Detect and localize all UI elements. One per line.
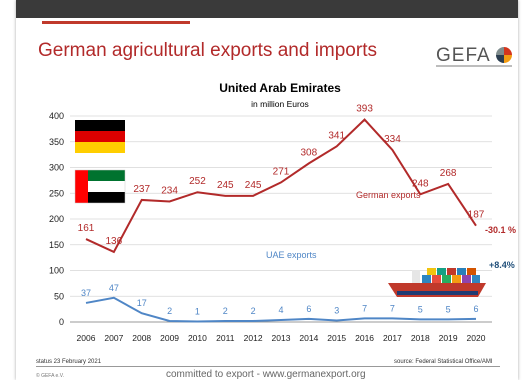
y-tick-label: 250 xyxy=(49,188,64,198)
uae-exports-line xyxy=(85,296,477,323)
german-exports-data-label: 161 xyxy=(78,223,95,234)
german-exports-data-label: 252 xyxy=(189,176,206,187)
german-exports-data-label: 248 xyxy=(412,178,429,189)
uae-exports-data-label: 6 xyxy=(306,304,311,314)
uae-exports-data-label: 47 xyxy=(109,283,119,293)
uae-exports-data-label: 3 xyxy=(334,305,339,315)
german-exports-data-label: 341 xyxy=(328,130,345,141)
x-tick-label: 2015 xyxy=(327,333,346,343)
y-tick-label: 150 xyxy=(49,240,64,250)
x-tick-label: 2010 xyxy=(188,333,207,343)
german-exports-data-label: 271 xyxy=(273,166,290,177)
x-tick-label: 2017 xyxy=(383,333,402,343)
uae-exports-data-label: 7 xyxy=(390,303,395,313)
footer-slogan: committed to export - www.germanexport.o… xyxy=(166,369,366,380)
german-exports-data-label: 237 xyxy=(133,184,150,195)
x-tick-label: 2012 xyxy=(244,333,263,343)
x-tick-label: 2007 xyxy=(104,333,123,343)
line-chart: United Arab Emirates in million Euros 0 5… xyxy=(49,81,516,343)
footer-divider xyxy=(36,366,500,367)
german-exports-data-label: 245 xyxy=(245,180,262,191)
copyright: © GEFA e.V. xyxy=(36,373,64,379)
source-note: source: Federal Statistical Office/AMI xyxy=(394,359,493,365)
x-tick-label: 2011 xyxy=(216,333,235,343)
x-tick-label: 2009 xyxy=(160,333,179,343)
x-tick-label: 2014 xyxy=(299,333,318,343)
gefa-logo-icon: GEFA xyxy=(436,45,512,71)
x-tick-label: 2018 xyxy=(411,333,430,343)
german-exports-line xyxy=(85,118,477,254)
x-tick-label: 2016 xyxy=(355,333,374,343)
uae-exports-data-label: 6 xyxy=(473,304,478,314)
german-exports-data-label: 393 xyxy=(356,104,373,115)
uae-exports-change: +8.4% xyxy=(489,260,515,270)
top-bar xyxy=(16,0,518,18)
container-ship-icon xyxy=(388,262,486,297)
german-exports-data-label: 334 xyxy=(384,134,401,145)
logo-text: GEFA xyxy=(436,45,491,66)
x-tick-label: 2006 xyxy=(77,333,96,343)
y-tick-label: 200 xyxy=(49,214,64,224)
german-exports-legend: German exports xyxy=(356,190,421,200)
slide-title: German agricultural exports and imports xyxy=(38,40,377,61)
german-exports-data-label: 245 xyxy=(217,180,234,191)
uae-exports-data-label: 5 xyxy=(446,304,451,314)
y-tick-label: 50 xyxy=(54,291,64,301)
x-tick-label: 2019 xyxy=(439,333,458,343)
y-tick-label: 100 xyxy=(49,266,64,276)
german-exports-change: -30.1 % xyxy=(485,225,516,235)
german-exports-series: 161 136 237 234 252 245 245 271 308 341 393 334 248 2… xyxy=(78,104,485,254)
german-exports-data-label: 187 xyxy=(468,210,485,221)
chart-subtitle: in million Euros xyxy=(251,99,309,109)
title-accent-bar xyxy=(42,21,190,24)
uae-exports-data-label: 5 xyxy=(418,304,423,314)
german-exports-data-label: 136 xyxy=(106,236,123,247)
uae-exports-data-label: 2 xyxy=(167,306,172,316)
x-axis-ticks: 2006 2007 2008 2009 2010 2011 2012 2013 2014 2015… xyxy=(77,333,486,343)
uae-exports-data-label: 4 xyxy=(278,305,283,315)
y-tick-label: 350 xyxy=(49,137,64,147)
chart-title: United Arab Emirates xyxy=(219,81,341,95)
logo-emblem xyxy=(496,47,512,63)
uae-exports-data-label: 17 xyxy=(137,298,147,308)
status-date: status 23 February 2021 xyxy=(36,359,102,365)
uae-exports-data-label: 37 xyxy=(81,288,91,298)
x-tick-label: 2013 xyxy=(272,333,291,343)
german-exports-data-label: 308 xyxy=(301,147,318,158)
uae-exports-data-label: 1 xyxy=(195,306,200,316)
x-tick-label: 2008 xyxy=(132,333,151,343)
uae-exports-legend: UAE exports xyxy=(266,250,317,260)
slide: German agricultural exports and imports … xyxy=(16,0,518,380)
y-tick-label: 300 xyxy=(49,163,64,173)
germany-flag-icon xyxy=(75,120,125,153)
german-exports-data-label: 268 xyxy=(440,168,457,179)
y-axis-ticks: 0 50 100 150 200 250 300 350 400 xyxy=(49,111,64,327)
uae-exports-data-label: 7 xyxy=(362,303,367,313)
x-tick-label: 2020 xyxy=(467,333,486,343)
logo-underline xyxy=(436,65,512,67)
german-exports-data-label: 234 xyxy=(161,185,178,196)
y-tick-label: 400 xyxy=(49,111,64,121)
y-tick-label: 0 xyxy=(59,317,64,327)
uae-flag-icon xyxy=(74,169,126,204)
uae-exports-data-label: 2 xyxy=(251,306,256,316)
uae-exports-data-label: 2 xyxy=(223,306,228,316)
